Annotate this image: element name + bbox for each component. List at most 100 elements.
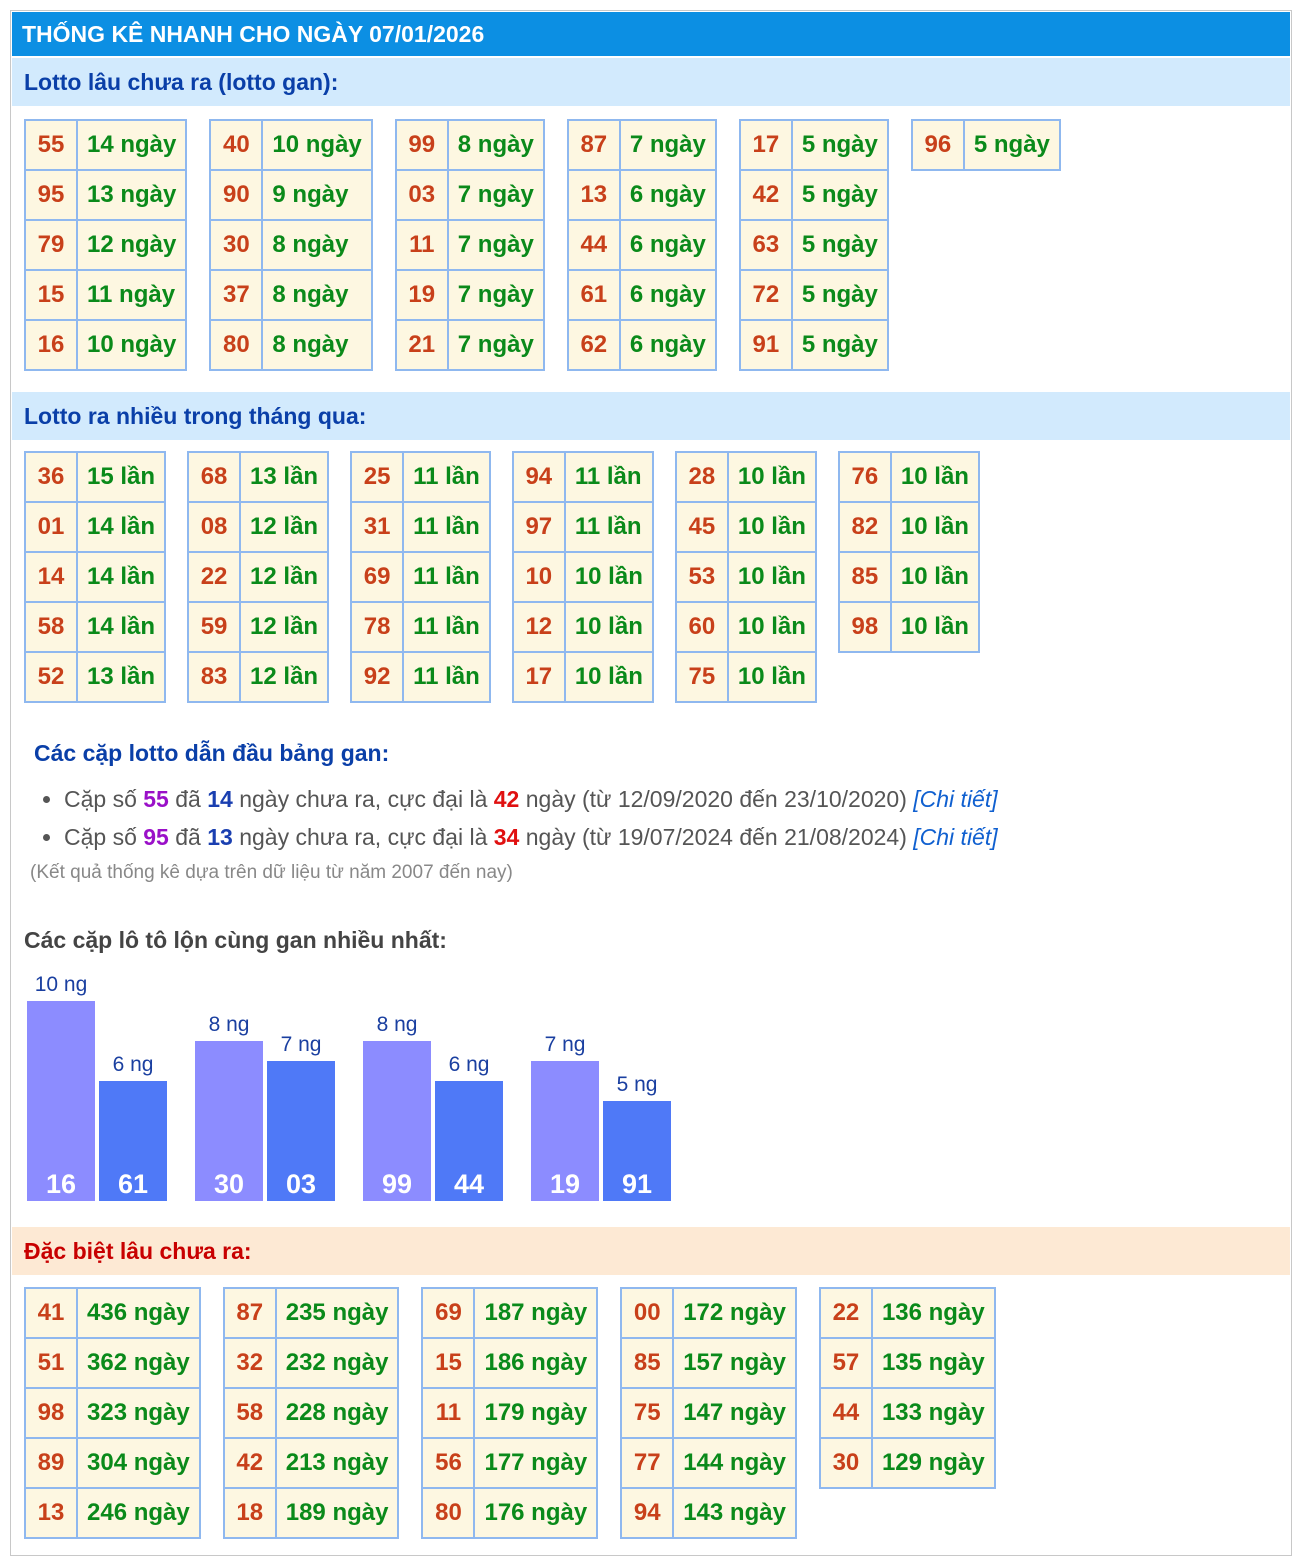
lotto-number: 61 bbox=[566, 269, 621, 321]
bar bbox=[195, 1041, 263, 1201]
category-label: 61 bbox=[118, 1169, 148, 1199]
lotto-count: 6 ngày bbox=[618, 169, 717, 221]
detail-link[interactable]: [Chi tiết] bbox=[913, 824, 998, 850]
lotto-number: 45 bbox=[674, 501, 729, 553]
lotto-number: 42 bbox=[738, 169, 793, 221]
stat-row: 99 8 ngày bbox=[394, 119, 545, 171]
bar bbox=[363, 1041, 431, 1201]
stat-table: 36 15 lần 01 14 lần 14 14 lần 58 14 lần 52 13 lần bbox=[24, 451, 167, 703]
stat-row: 13 6 ngày bbox=[566, 169, 717, 221]
lotto-number: 94 bbox=[620, 1487, 675, 1539]
stat-row: 10 10 lần bbox=[511, 551, 654, 603]
lotto-number: 79 bbox=[24, 219, 78, 271]
lotto-number: 72 bbox=[738, 269, 793, 321]
stat-row: 62 6 ngày bbox=[566, 319, 717, 371]
stat-row: 59 12 lần bbox=[187, 601, 330, 653]
lotto-count: 11 lần bbox=[563, 501, 654, 553]
lotto-number: 69 bbox=[350, 551, 405, 603]
lotto-number: 58 bbox=[24, 601, 78, 653]
stat-row: 01 14 lần bbox=[24, 501, 167, 553]
lotto-count: 11 lần bbox=[402, 451, 491, 503]
lotto-number: 41 bbox=[24, 1287, 78, 1339]
stat-row: 90 9 ngày bbox=[209, 169, 373, 221]
lotto-count: 10 lần bbox=[889, 451, 980, 503]
stat-row: 19 7 ngày bbox=[394, 269, 545, 321]
lotto-count: 147 ngày bbox=[672, 1387, 797, 1439]
stat-row: 97 11 lần bbox=[511, 501, 654, 553]
lotto-number: 57 bbox=[818, 1337, 873, 1389]
stat-row: 76 10 lần bbox=[837, 451, 980, 503]
note: (Kết quả thống kê dựa trên dữ liệu từ nă… bbox=[30, 862, 513, 883]
text: Cặp số bbox=[64, 786, 137, 812]
stat-row: 37 8 ngày bbox=[209, 269, 373, 321]
chart-title: Các cặp lô tô lộn cùng gan nhiều nhất: bbox=[24, 927, 447, 953]
lotto-number: 59 bbox=[187, 601, 242, 653]
text: ngày chưa ra, cực đại là bbox=[239, 786, 488, 812]
number: 55 bbox=[143, 786, 169, 812]
lotto-number: 37 bbox=[209, 269, 264, 321]
lotto-count: 6 ngày bbox=[618, 269, 717, 321]
lotto-count: 232 ngày bbox=[274, 1337, 400, 1389]
stat-row: 98 323 ngày bbox=[24, 1387, 201, 1439]
stat-row: 12 10 lần bbox=[511, 601, 654, 653]
lotto-count: 8 ngày bbox=[261, 269, 373, 321]
lotto-number: 15 bbox=[24, 269, 78, 321]
stat-row: 21 7 ngày bbox=[394, 319, 545, 371]
table-group: 55 14 ngày 95 13 ngày 79 12 ngày 15 11 ngày 16 10… bbox=[24, 119, 1061, 371]
lotto-count: 10 lần bbox=[563, 601, 654, 653]
category-label: 91 bbox=[622, 1169, 652, 1199]
lotto-count: 144 ngày bbox=[672, 1437, 797, 1489]
lotto-number: 76 bbox=[837, 451, 892, 503]
lotto-number: 08 bbox=[187, 501, 242, 553]
pair-item: Cặp số 55 đã 14 ngày chưa ra, cực đại là… bbox=[64, 780, 998, 818]
bar bbox=[27, 1001, 95, 1201]
stat-row: 69 187 ngày bbox=[421, 1287, 599, 1339]
value-label: 6 ng bbox=[113, 1053, 154, 1076]
lotto-number: 25 bbox=[350, 451, 405, 503]
lotto-count: 133 ngày bbox=[870, 1387, 996, 1439]
lotto-count: 11 lần bbox=[402, 551, 491, 603]
stat-row: 60 10 lần bbox=[674, 601, 817, 653]
stat-table: 87 7 ngày 13 6 ngày 44 6 ngày 61 6 ngày 62 6 ngày bbox=[566, 119, 717, 371]
lotto-count: 8 ngày bbox=[446, 119, 545, 171]
lotto-number: 03 bbox=[394, 169, 449, 221]
lotto-count: 157 ngày bbox=[672, 1337, 797, 1389]
stat-row: 08 12 lần bbox=[187, 501, 330, 553]
lotto-number: 87 bbox=[566, 119, 621, 171]
bar bbox=[99, 1081, 167, 1201]
stat-row: 11 7 ngày bbox=[394, 219, 545, 271]
detail-link[interactable]: [Chi tiết] bbox=[913, 786, 998, 812]
stat-row: 56 177 ngày bbox=[421, 1437, 599, 1489]
lotto-number: 31 bbox=[350, 501, 405, 553]
number: 95 bbox=[143, 824, 169, 850]
table-group: 41 436 ngày 51 362 ngày 98 323 ngày 89 304 ngày… bbox=[24, 1287, 996, 1539]
lotto-count: 12 lần bbox=[239, 551, 330, 603]
stat-row: 69 11 lần bbox=[350, 551, 491, 603]
lotto-number: 68 bbox=[187, 451, 242, 503]
stat-row: 31 11 lần bbox=[350, 501, 491, 553]
lotto-number: 13 bbox=[24, 1487, 78, 1539]
stat-row: 25 11 lần bbox=[350, 451, 491, 503]
lotto-number: 62 bbox=[566, 319, 621, 371]
lotto-number: 17 bbox=[511, 651, 566, 703]
stat-row: 55 14 ngày bbox=[24, 119, 188, 171]
lotto-number: 77 bbox=[620, 1437, 675, 1489]
lotto-number: 44 bbox=[566, 219, 621, 271]
stat-row: 61 6 ngày bbox=[566, 269, 717, 321]
value-label: 5 ng bbox=[617, 1073, 658, 1096]
lotto-count: 436 ngày bbox=[76, 1287, 201, 1339]
lotto-number: 99 bbox=[394, 119, 449, 171]
lotto-number: 98 bbox=[24, 1387, 78, 1439]
lotto-count: 129 ngày bbox=[870, 1437, 996, 1489]
lotto-count: 6 ngày bbox=[618, 319, 717, 371]
stat-row: 98 10 lần bbox=[837, 601, 980, 653]
lotto-number: 52 bbox=[24, 651, 78, 703]
lotto-count: 12 lần bbox=[239, 601, 330, 653]
lotto-number: 82 bbox=[837, 501, 892, 553]
lotto-number: 21 bbox=[394, 319, 449, 371]
lotto-count: 11 lần bbox=[402, 651, 491, 703]
lotto-count: 10 lần bbox=[726, 551, 817, 603]
stat-row: 58 14 lần bbox=[24, 601, 167, 653]
stat-row: 85 10 lần bbox=[837, 551, 980, 603]
stat-table: 40 10 ngày 90 9 ngày 30 8 ngày 37 8 ngày 80 8 ngà… bbox=[209, 119, 373, 371]
